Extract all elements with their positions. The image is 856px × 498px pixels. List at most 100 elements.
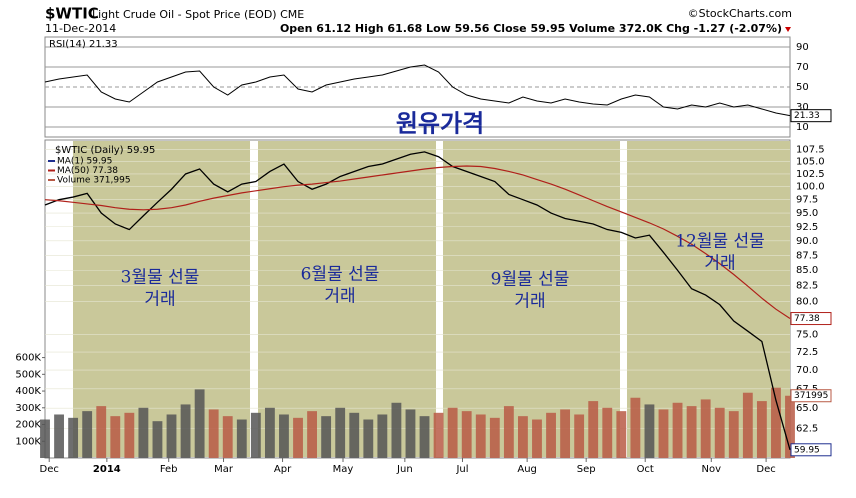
volume-bar xyxy=(461,411,472,458)
volume-bar xyxy=(54,414,64,458)
volume-bar xyxy=(714,407,725,458)
down-arrow xyxy=(785,27,791,32)
y2-tick-label: 100K xyxy=(15,436,41,447)
volume-bar xyxy=(433,412,444,458)
y-tick-label: 70 xyxy=(796,62,809,73)
price-line xyxy=(44,151,791,450)
y-tick-label: 95.0 xyxy=(796,208,818,219)
volume-bar xyxy=(560,409,571,458)
y-tick-label: 105.0 xyxy=(796,157,825,168)
volume-bar xyxy=(110,416,121,458)
x-tick-label: Aug xyxy=(517,464,537,475)
x-tick-label: Sep xyxy=(577,464,596,475)
last-value: 77.38 xyxy=(794,314,820,324)
annotation: 거래 xyxy=(704,254,735,274)
volume-bar xyxy=(686,406,697,458)
volume-bar xyxy=(82,411,93,458)
volume-bar xyxy=(363,419,374,458)
y-tick-label: 100.0 xyxy=(796,182,825,193)
contract-region xyxy=(258,141,436,457)
volume-bar xyxy=(152,421,163,458)
volume-bar xyxy=(518,416,528,458)
volume-bar xyxy=(307,411,317,458)
volume-bar xyxy=(250,412,261,458)
y-tick-label: 72.5 xyxy=(796,347,818,358)
volume-bar xyxy=(574,414,585,458)
volume-bar xyxy=(742,392,753,458)
quote: Open 61.12 High 61.68 Low 59.56 Close 59… xyxy=(280,22,782,35)
volume-bar xyxy=(644,404,655,458)
volume-bar xyxy=(405,409,416,458)
y-tick-label: 97.5 xyxy=(796,195,818,206)
legend-label: MA(1) 59.95 xyxy=(57,157,112,167)
volume-bar xyxy=(672,402,683,458)
y-tick-label: 65.0 xyxy=(796,403,818,414)
volume-bar xyxy=(756,401,767,458)
volume-bar xyxy=(349,412,360,458)
last-value: 371995 xyxy=(794,391,828,401)
volume-bar xyxy=(264,407,275,458)
volume-bar xyxy=(616,411,627,458)
x-tick-label: Dec xyxy=(756,464,775,475)
annotation: 거래 xyxy=(324,287,355,307)
volume-bar xyxy=(419,416,430,458)
y-tick-label: 107.5 xyxy=(796,144,825,155)
legend-label: MA(50) 77.38 xyxy=(57,166,118,176)
volume-bar xyxy=(208,409,219,458)
y-tick-label: 85.0 xyxy=(796,265,818,276)
annotation: 12월물 선물 xyxy=(675,232,765,252)
x-tick-label: 2014 xyxy=(93,464,121,475)
volume-bar xyxy=(447,407,458,458)
subtitle: Light Crude Oil - Spot Price (EOD) CME xyxy=(92,8,304,21)
symbol: $WTIC xyxy=(45,5,99,23)
last-value-box xyxy=(790,443,832,457)
volume-bar xyxy=(279,414,289,458)
y-tick-label: 50 xyxy=(796,82,809,93)
y-tick-label: 10 xyxy=(796,122,809,133)
x-tick-label: Oct xyxy=(637,464,654,475)
volume-bar xyxy=(335,407,346,458)
x-tick-label: Nov xyxy=(702,464,722,475)
volume-bar xyxy=(588,401,599,458)
x-tick-label: Apr xyxy=(274,464,292,475)
volume-bar xyxy=(124,412,135,458)
volume-bar xyxy=(700,399,711,458)
annotation: 거래 xyxy=(144,290,175,310)
y2-tick-label: 300K xyxy=(15,403,41,414)
contract-region xyxy=(73,141,250,457)
last-value: 59.95 xyxy=(794,445,820,455)
y-tick-label: 75.0 xyxy=(796,330,818,341)
x-tick-label: Jul xyxy=(455,464,468,475)
rsi-label: RSI(14) 21.33 xyxy=(49,39,118,50)
y-tick-label: 70.0 xyxy=(796,365,818,376)
volume-bar xyxy=(785,395,795,458)
x-tick-label: Mar xyxy=(214,464,234,475)
y-tick-label: 92.5 xyxy=(796,222,818,233)
y2-tick-label: 600K xyxy=(15,353,41,364)
last-value-box xyxy=(790,312,832,326)
y-tick-label: 90 xyxy=(796,42,809,53)
y-tick-label: 82.5 xyxy=(796,281,818,292)
volume-bar xyxy=(377,414,388,458)
volume-bar xyxy=(194,389,205,458)
volume-bar xyxy=(658,409,669,458)
volume-bar xyxy=(391,402,402,458)
annotation: 3월물 선물 xyxy=(121,268,200,288)
volume-bar xyxy=(236,419,247,458)
rsi-line xyxy=(44,64,791,117)
y2-tick-label: 500K xyxy=(15,369,41,380)
date: 11-Dec-2014 xyxy=(45,22,116,35)
y-tick-label: 87.5 xyxy=(796,250,818,261)
last-value: 21.33 xyxy=(794,111,820,121)
x-tick-label: Feb xyxy=(160,464,178,475)
y-tick-label: 90.0 xyxy=(796,236,818,247)
volume-bar xyxy=(293,417,303,458)
source: ©StockCharts.com xyxy=(688,7,792,20)
x-tick-label: Jun xyxy=(396,464,413,475)
heading: 원유가격 xyxy=(396,109,484,138)
volume-bar xyxy=(40,419,50,458)
y-tick-label: 80.0 xyxy=(796,296,818,307)
y2-tick-label: 200K xyxy=(15,420,41,431)
volume-bar xyxy=(771,387,781,458)
price-line xyxy=(44,165,791,320)
